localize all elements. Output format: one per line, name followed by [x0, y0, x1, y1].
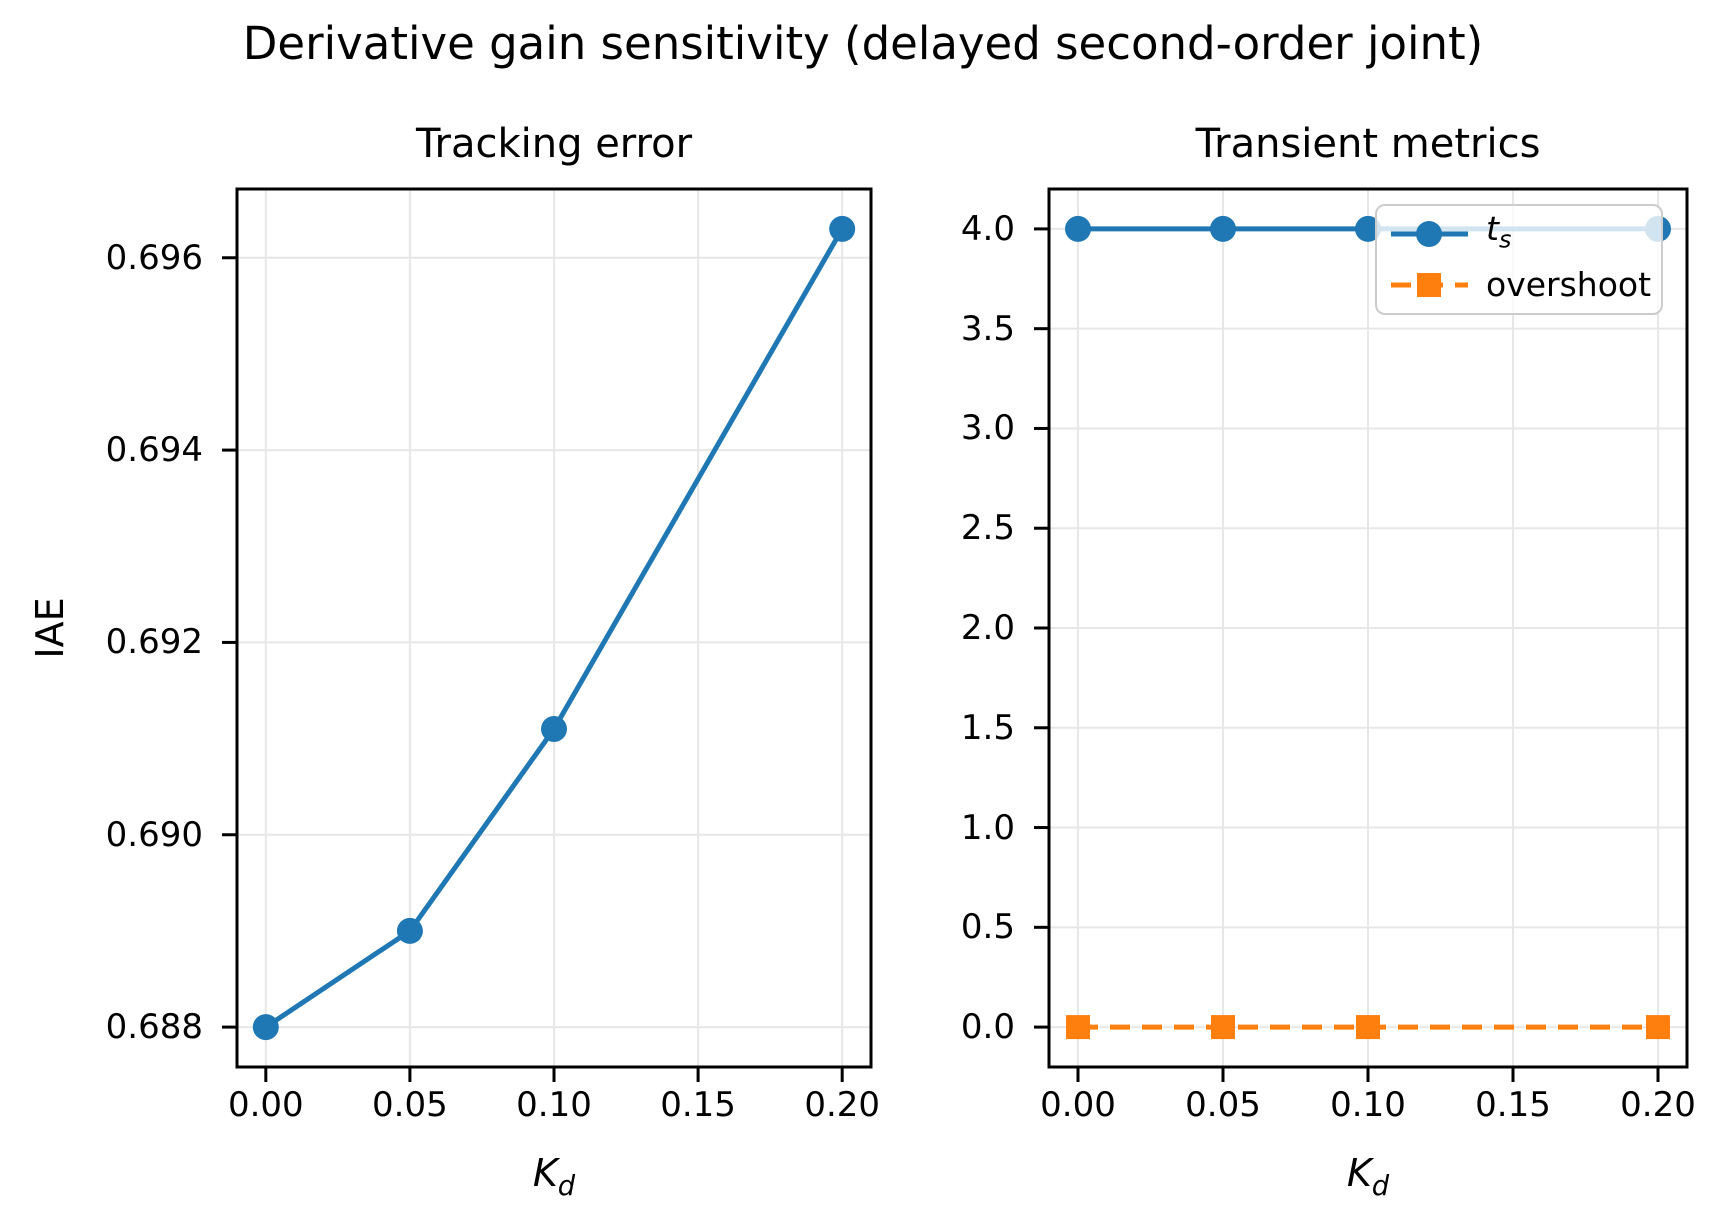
right-plot-title: Transient metrics [1195, 121, 1541, 167]
xlabel-base: K [532, 1151, 558, 1196]
xlabel-subscript: d [1371, 1170, 1390, 1202]
legend-label-ts: ts [1486, 209, 1512, 254]
right-axes-spine [1047, 187, 1689, 1069]
left-series-line-IAE [264, 227, 845, 1030]
legend-sample-overshoot-line-icon [1391, 272, 1468, 297]
figure-suptitle: Derivative gain sensitivity (delayed sec… [242, 17, 1484, 70]
right-marker-square [1066, 1015, 1090, 1040]
legend: ts overshoot [1375, 204, 1663, 315]
right-marker-circle [1210, 215, 1236, 242]
right-marker-square [1211, 1015, 1235, 1040]
right-marker-square [1646, 1015, 1670, 1040]
right-plot-xlabel: Kd [1347, 1151, 1389, 1209]
legend-item-ts: ts [1387, 209, 1651, 260]
right-marker-circle [1355, 215, 1381, 242]
legend-sample-ts-line-icon [1391, 221, 1468, 248]
xlabel-base: K [1346, 1151, 1372, 1196]
legend-square-marker-icon [1417, 272, 1441, 297]
left-plot-title: Tracking error [415, 121, 693, 167]
left-marker-circle [252, 1014, 279, 1041]
left-axes-spine [235, 187, 873, 1069]
left-marker-circle [829, 215, 856, 242]
left-marker-circle [396, 917, 423, 944]
left-marker-circle [541, 715, 567, 742]
legend-label-overshoot: overshoot [1486, 264, 1652, 304]
right-marker-square [1356, 1015, 1380, 1040]
left-plot-ylabel: IAE [28, 597, 72, 659]
xlabel-subscript: d [557, 1170, 576, 1202]
legend-circle-marker-icon [1416, 221, 1442, 248]
legend-item-overshoot: overshoot [1387, 260, 1651, 310]
left-plot-xlabel: Kd [533, 1151, 575, 1209]
right-marker-circle [1065, 215, 1091, 242]
